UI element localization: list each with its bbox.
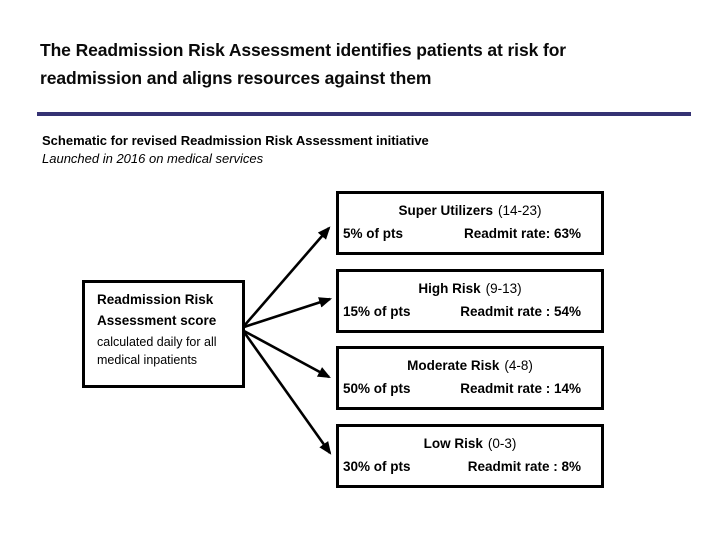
source-box-title: Readmission Risk Assessment score	[97, 289, 236, 331]
risk-box-heading: Low Risk (0-3)	[339, 436, 601, 451]
risk-name: Super Utilizers	[398, 203, 493, 218]
risk-name: High Risk	[418, 281, 481, 296]
risk-box-heading: High Risk (9-13)	[339, 281, 601, 296]
subtitle: Schematic for revised Readmission Risk A…	[42, 133, 429, 148]
risk-score-range: (4-8)	[504, 358, 533, 373]
source-box-desc-line2: medical inpatients	[97, 353, 198, 367]
slide-title-line1: The Readmission Risk Assessment identifi…	[40, 40, 566, 60]
risk-box-heading: Moderate Risk (4-8)	[339, 358, 601, 373]
arrow-to-super-utilizers	[243, 226, 331, 327]
risk-name: Moderate Risk	[407, 358, 500, 373]
arrow-to-moderate-risk	[243, 329, 331, 379]
source-box-description: calculated daily for all medical inpatie…	[97, 333, 236, 369]
title-divider	[37, 112, 691, 116]
source-box-desc-line1: calculated daily for all	[97, 335, 217, 349]
risk-name: Low Risk	[423, 436, 483, 451]
pct-of-patients: 50% of pts	[343, 381, 411, 396]
subtitle-note: Launched in 2016 on medical services	[42, 151, 264, 166]
pct-of-patients: 15% of pts	[343, 304, 411, 319]
readmit-rate: Readmit rate: 63%	[463, 226, 581, 241]
readmit-rate: Readmit rate : 14%	[460, 381, 581, 396]
readmit-rate: Readmit rate : 8%	[467, 459, 581, 474]
risk-score-range: (0-3)	[487, 436, 517, 451]
source-box: Readmission Risk Assessment score calcul…	[82, 280, 245, 388]
slide-title: The Readmission Risk Assessment identifi…	[40, 36, 700, 92]
arrow-to-high-risk	[243, 297, 333, 329]
risk-box-stats: 30% of pts Readmit rate : 8%	[339, 459, 601, 474]
risk-score-range: (14-23)	[498, 203, 542, 218]
readmit-rate: Readmit rate : 54%	[460, 304, 581, 319]
risk-score-range: (9-13)	[485, 281, 522, 296]
source-box-title-line1: Readmission Risk	[97, 292, 214, 307]
pct-of-patients: 5% of pts	[343, 226, 404, 241]
risk-box-low-risk: Low Risk (0-3) 30% of pts Readmit rate : …	[336, 424, 604, 488]
risk-box-heading: Super Utilizers (14-23)	[339, 203, 601, 218]
risk-box-stats: 15% of pts Readmit rate : 54%	[339, 304, 601, 319]
risk-box-moderate-risk: Moderate Risk (4-8) 50% of pts Readmit ra…	[336, 346, 604, 410]
risk-box-high-risk: High Risk (9-13) 15% of pts Readmit rate …	[336, 269, 604, 333]
risk-box-stats: 5% of pts Readmit rate: 63%	[339, 226, 601, 241]
risk-box-super-utilizers: Super Utilizers (14-23) 5% of pts Readmit…	[336, 191, 604, 255]
pct-of-patients: 30% of pts	[343, 459, 411, 474]
slide-title-line2: readmission and aligns resources against…	[40, 68, 432, 88]
risk-box-stats: 50% of pts Readmit rate : 14%	[339, 381, 601, 396]
arrow-to-low-risk	[242, 331, 332, 455]
source-box-title-line2: Assessment score	[97, 313, 217, 328]
